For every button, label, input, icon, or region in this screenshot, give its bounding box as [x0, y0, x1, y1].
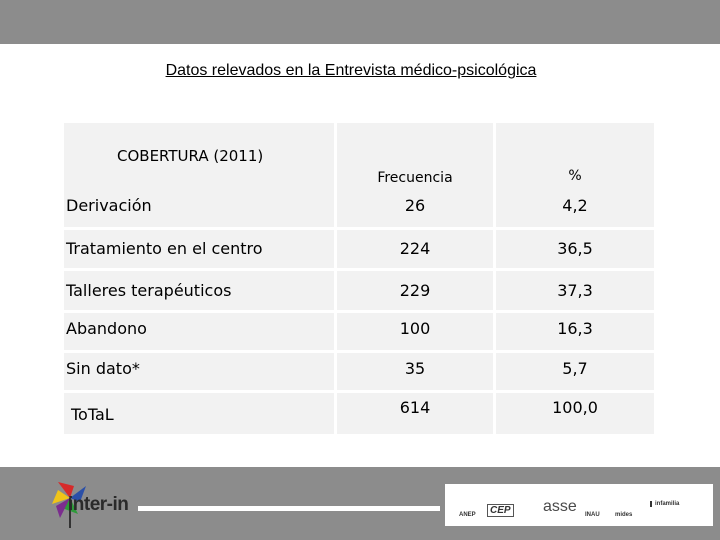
table-cell: 36,5 [496, 230, 654, 268]
inter-in-logo: inter-in [48, 474, 148, 530]
row-label: Derivación [66, 196, 152, 215]
cobertura-table: COBERTURA (2011) Derivación Frecuencia 2… [64, 123, 654, 434]
porcentaje-value: 16,3 [557, 319, 593, 338]
table-cell: 100,0 [496, 393, 654, 434]
table-header-label-cell: COBERTURA (2011) Derivación [64, 123, 334, 227]
row-label: ToTaL [71, 405, 114, 424]
cobertura-label: COBERTURA (2011) [117, 147, 264, 165]
infamilia-logo: infamilia [650, 501, 679, 507]
table-row: Tratamiento en el centro [64, 230, 334, 268]
frecuencia-value: 35 [404, 359, 426, 378]
inter-in-logo-text: inter-in [68, 494, 129, 515]
frecuencia-value: 100 [399, 319, 431, 338]
anep-logo: ANEP [459, 512, 476, 518]
porcentaje-value: 37,3 [557, 281, 593, 300]
table-cell: 100 [337, 313, 493, 350]
row-label: Talleres terapéuticos [66, 281, 232, 300]
pinwheel-icon [52, 482, 86, 528]
partner-logos: ANEP CEP asse INAU mides infamilia [445, 484, 713, 526]
footer-divider-line [138, 506, 440, 511]
table-cell: 37,3 [496, 271, 654, 310]
top-band [0, 0, 720, 44]
table-row: Sin dato* [64, 353, 334, 390]
inau-logo: INAU [585, 512, 600, 518]
mides-logo: mides [615, 512, 633, 518]
porcentaje-value: 4,2 [562, 196, 588, 215]
slide-title: Datos relevados en la Entrevista médico-… [0, 62, 720, 80]
table-cell: 224 [337, 230, 493, 268]
table-row: ToTaL [64, 393, 334, 434]
table-header-porcentaje-cell: % 4,2 [496, 123, 654, 227]
frecuencia-value: 614 [399, 398, 431, 417]
porcentaje-value: 36,5 [557, 239, 593, 258]
table-cell: 16,3 [496, 313, 654, 350]
table-cell: 5,7 [496, 353, 654, 390]
table-cell: 614 [337, 393, 493, 434]
frecuencia-value: 224 [399, 239, 431, 258]
cep-logo: CEP [487, 504, 514, 517]
table-row: Abandono [64, 313, 334, 350]
table-cell: 229 [337, 271, 493, 310]
frecuencia-value: 26 [404, 196, 426, 215]
frecuencia-value: 229 [399, 281, 431, 300]
slide-title-text: Datos relevados en la Entrevista médico-… [165, 62, 537, 79]
asse-logo: asse [543, 498, 577, 515]
row-label: Tratamiento en el centro [66, 239, 263, 258]
table-cell: 35 [337, 353, 493, 390]
table-row: Talleres terapéuticos [64, 271, 334, 310]
porcentaje-value: 100,0 [552, 398, 598, 417]
porcentaje-value: 5,7 [562, 359, 588, 378]
col-header-frecuencia: Frecuencia [377, 170, 453, 186]
row-label: Sin dato* [66, 359, 140, 378]
row-label: Abandono [66, 319, 147, 338]
table-header-frecuencia-cell: Frecuencia 26 [337, 123, 493, 227]
col-header-porcentaje: % [568, 168, 582, 184]
